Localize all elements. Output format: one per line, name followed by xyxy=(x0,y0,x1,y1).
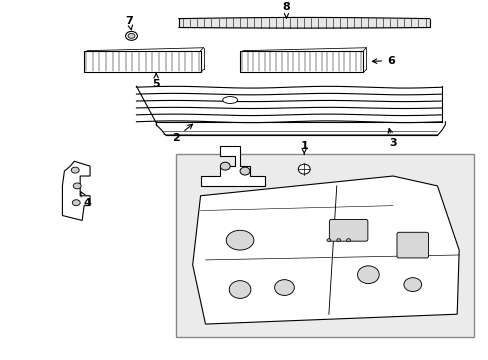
Ellipse shape xyxy=(73,183,81,189)
Text: 5: 5 xyxy=(152,73,160,89)
Text: 2: 2 xyxy=(172,124,192,143)
Text: 7: 7 xyxy=(125,16,133,30)
Ellipse shape xyxy=(223,96,237,103)
Bar xyxy=(176,154,473,337)
Bar xyxy=(240,51,363,72)
Text: 1: 1 xyxy=(300,141,307,154)
Ellipse shape xyxy=(298,164,309,174)
Ellipse shape xyxy=(326,239,330,242)
Ellipse shape xyxy=(336,239,340,242)
Ellipse shape xyxy=(229,281,250,298)
Polygon shape xyxy=(62,161,90,220)
Ellipse shape xyxy=(72,200,80,206)
Bar xyxy=(84,51,200,72)
Ellipse shape xyxy=(274,280,294,296)
Text: 4: 4 xyxy=(81,192,91,208)
Polygon shape xyxy=(200,147,264,186)
Text: 6: 6 xyxy=(372,55,394,66)
Ellipse shape xyxy=(125,31,137,40)
Ellipse shape xyxy=(403,278,421,292)
Text: 3: 3 xyxy=(387,129,396,148)
Ellipse shape xyxy=(357,266,378,284)
FancyBboxPatch shape xyxy=(396,232,427,258)
Polygon shape xyxy=(192,176,458,324)
Ellipse shape xyxy=(128,33,135,39)
Ellipse shape xyxy=(240,167,249,175)
Ellipse shape xyxy=(226,230,253,250)
Ellipse shape xyxy=(71,167,79,173)
FancyBboxPatch shape xyxy=(329,220,367,241)
Text: 8: 8 xyxy=(282,2,290,18)
Ellipse shape xyxy=(346,239,350,242)
Ellipse shape xyxy=(220,162,230,170)
